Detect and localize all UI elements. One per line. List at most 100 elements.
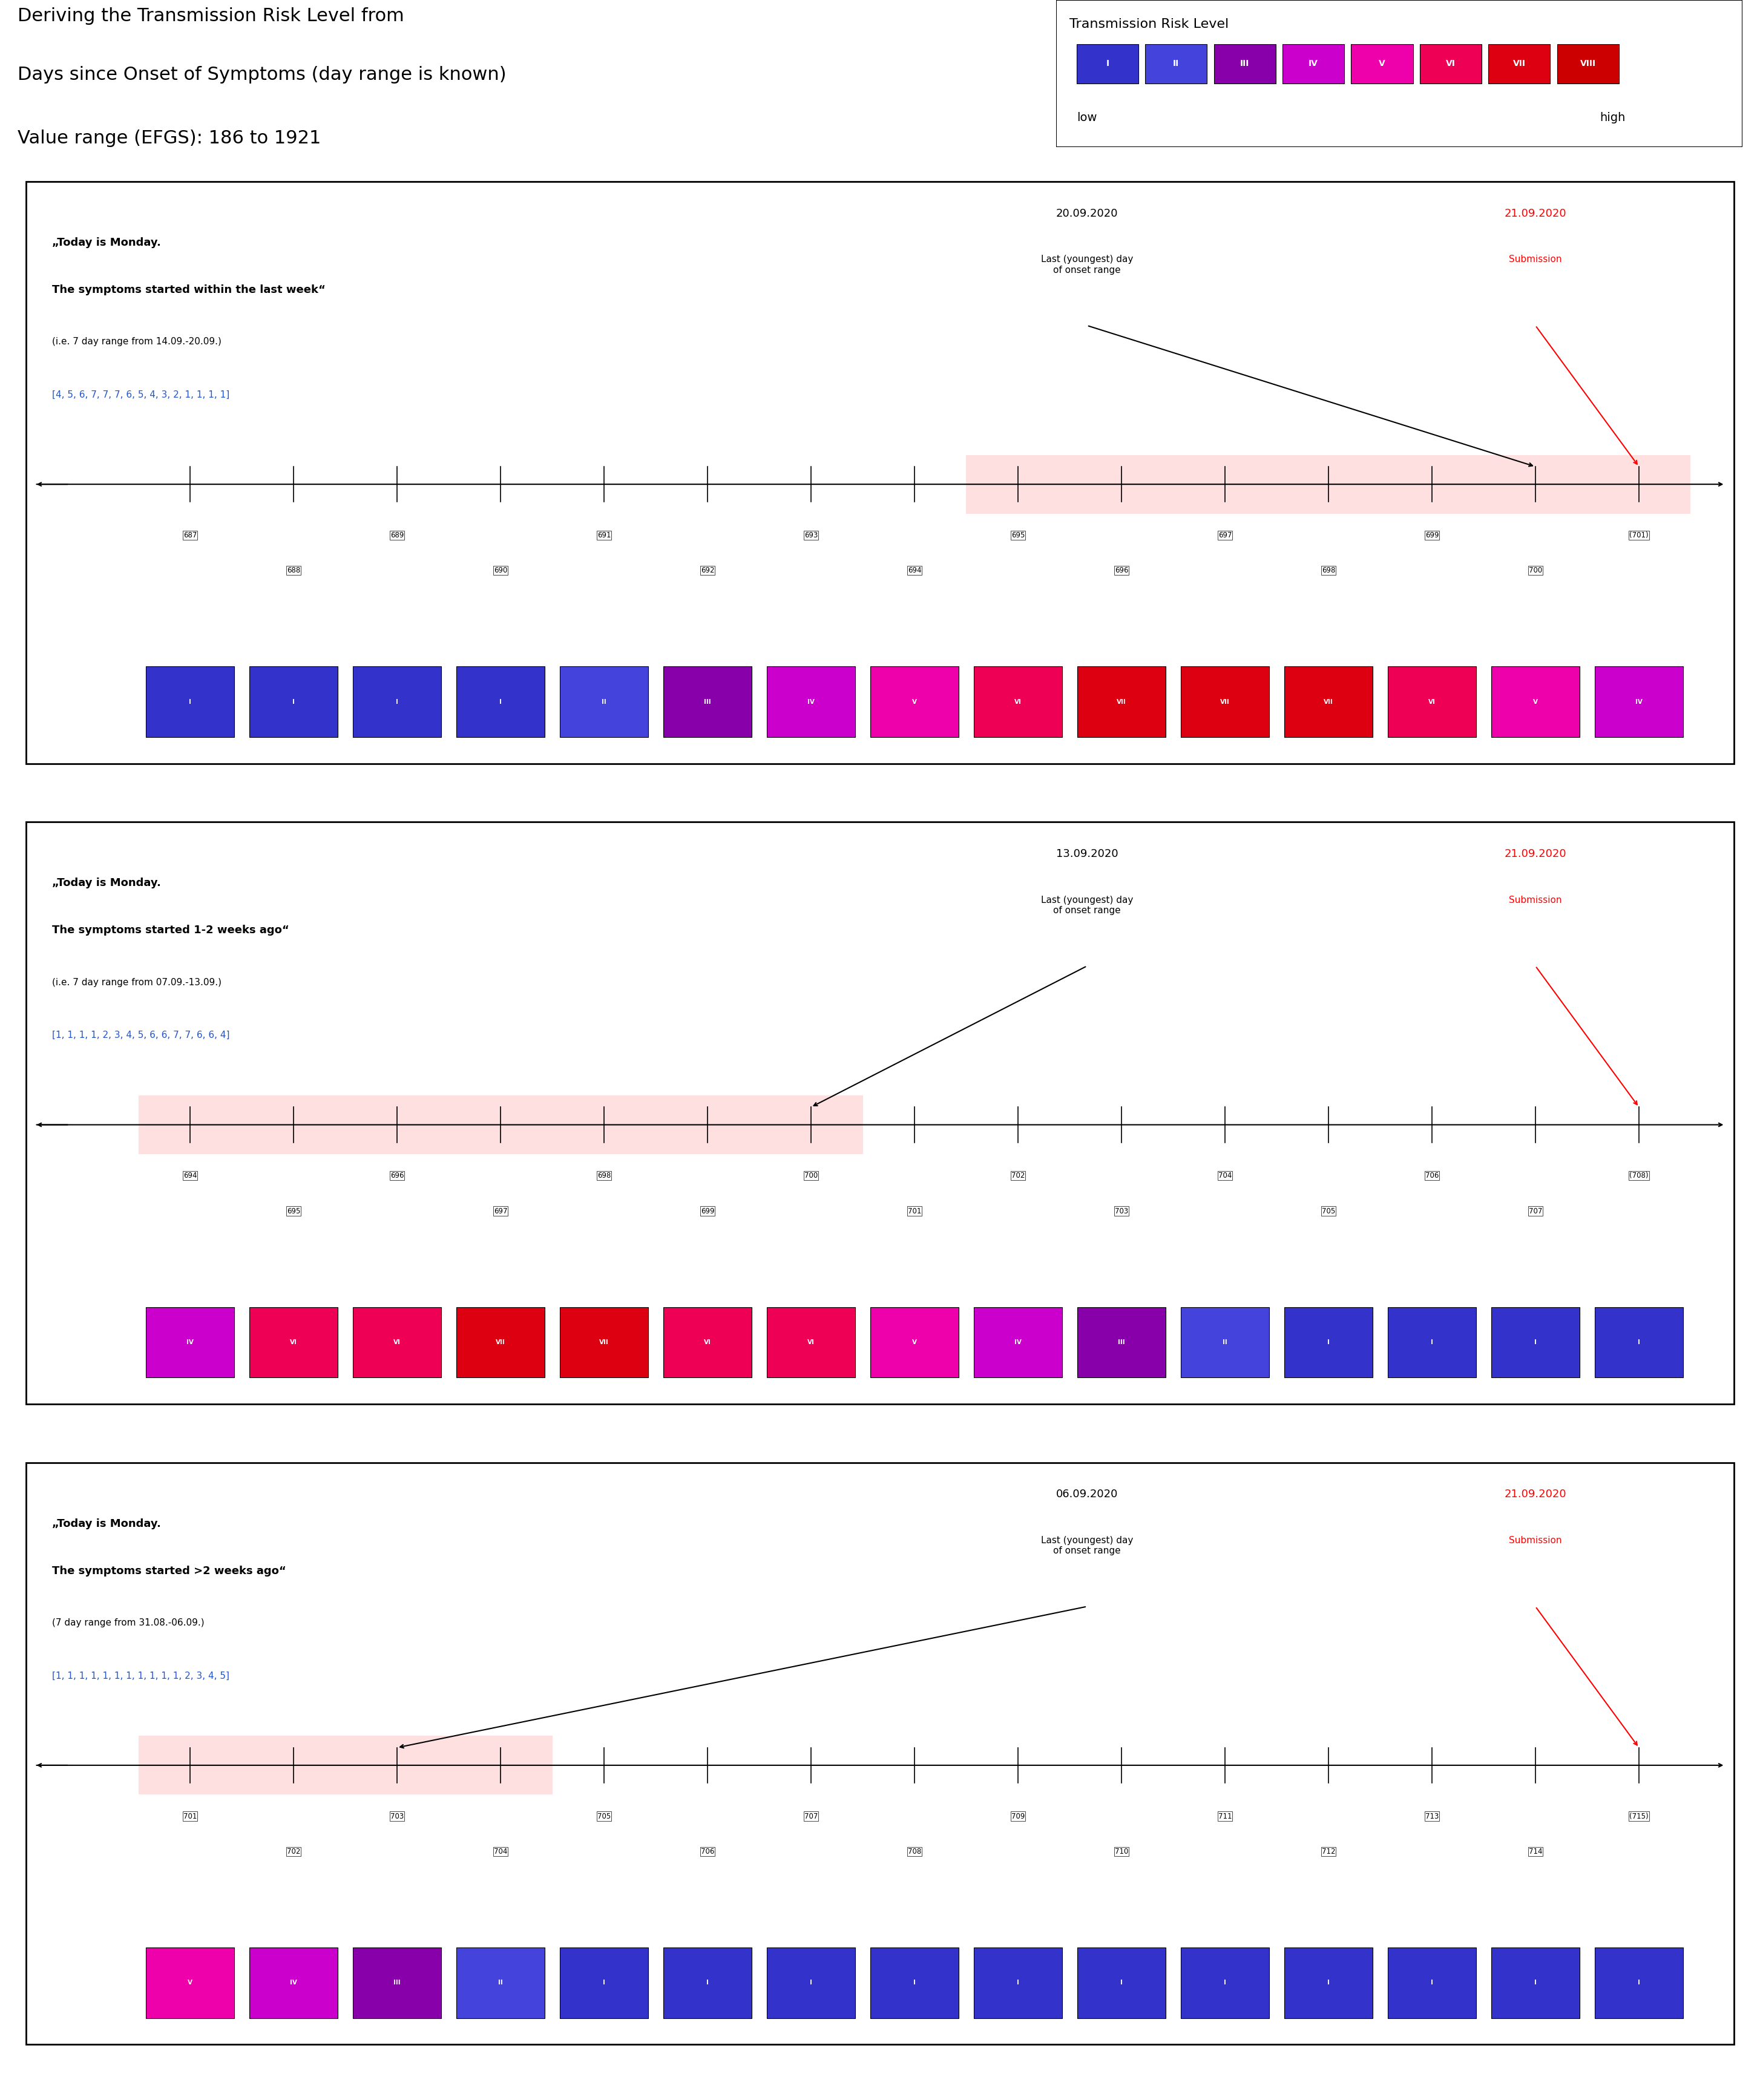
Text: III: III (1118, 1340, 1125, 1346)
FancyBboxPatch shape (664, 1947, 752, 2018)
FancyBboxPatch shape (1389, 1947, 1477, 2018)
Text: Submission: Submission (1508, 1535, 1561, 1546)
Text: „Today is Monday.: „Today is Monday. (53, 878, 160, 888)
FancyBboxPatch shape (973, 1947, 1061, 2018)
Text: VIII: VIII (1580, 59, 1596, 67)
FancyBboxPatch shape (664, 666, 752, 737)
Text: VI: VI (394, 1340, 401, 1346)
FancyBboxPatch shape (1595, 1947, 1683, 2018)
FancyBboxPatch shape (456, 1947, 544, 2018)
Text: 695: 695 (1012, 531, 1024, 540)
FancyBboxPatch shape (456, 666, 544, 737)
Text: 702: 702 (1012, 1172, 1024, 1180)
Text: VII: VII (496, 1340, 505, 1346)
Text: 694: 694 (183, 1172, 197, 1180)
FancyBboxPatch shape (1491, 1947, 1579, 2018)
FancyBboxPatch shape (1489, 44, 1551, 84)
Text: VI: VI (1014, 699, 1021, 706)
Text: 714: 714 (1529, 1848, 1542, 1856)
Bar (139, 1096, 862, 1155)
Text: 697: 697 (495, 1207, 507, 1216)
FancyBboxPatch shape (456, 1306, 544, 1378)
Text: 696: 696 (1114, 567, 1128, 575)
Text: (715): (715) (1630, 1812, 1649, 1821)
Text: I: I (810, 1980, 811, 1987)
Text: 696: 696 (391, 1172, 403, 1180)
Text: Value range (EFGS): 186 to 1921: Value range (EFGS): 186 to 1921 (18, 130, 320, 147)
Text: Transmission Risk Level: Transmission Risk Level (1070, 19, 1228, 31)
Text: 710: 710 (1114, 1848, 1128, 1856)
Text: IV: IV (290, 1980, 297, 1987)
Text: II: II (1223, 1340, 1227, 1346)
FancyBboxPatch shape (973, 1306, 1061, 1378)
Text: 704: 704 (1218, 1172, 1232, 1180)
Text: I: I (292, 699, 294, 706)
FancyBboxPatch shape (871, 1947, 959, 2018)
Text: 21.09.2020: 21.09.2020 (1505, 1489, 1566, 1499)
Text: 707: 707 (1529, 1207, 1542, 1216)
FancyBboxPatch shape (1285, 1947, 1373, 2018)
FancyBboxPatch shape (1558, 44, 1619, 84)
Text: Submission: Submission (1508, 254, 1561, 265)
FancyBboxPatch shape (1389, 666, 1477, 737)
Text: III: III (704, 699, 711, 706)
Text: I: I (188, 699, 192, 706)
Text: VI: VI (1429, 699, 1436, 706)
Text: VI: VI (290, 1340, 297, 1346)
Text: I: I (1121, 1980, 1123, 1987)
Text: (i.e. 7 day range from 07.09.-13.09.): (i.e. 7 day range from 07.09.-13.09.) (53, 979, 222, 987)
FancyBboxPatch shape (767, 666, 855, 737)
FancyBboxPatch shape (1491, 666, 1579, 737)
Text: 701: 701 (183, 1812, 197, 1821)
Text: 693: 693 (804, 531, 818, 540)
Text: 698: 698 (597, 1172, 611, 1180)
Text: 705: 705 (1322, 1207, 1336, 1216)
Text: [1, 1, 1, 1, 2, 3, 4, 5, 6, 6, 7, 7, 6, 6, 4]: [1, 1, 1, 1, 2, 3, 4, 5, 6, 6, 7, 7, 6, … (53, 1031, 231, 1040)
Text: I: I (1431, 1340, 1433, 1346)
FancyBboxPatch shape (1389, 1306, 1477, 1378)
Text: VI: VI (808, 1340, 815, 1346)
FancyBboxPatch shape (1595, 666, 1683, 737)
Text: (7 day range from 31.08.-06.09.): (7 day range from 31.08.-06.09.) (53, 1619, 204, 1628)
Text: low: low (1077, 111, 1096, 124)
Text: The symptoms started within the last week“: The symptoms started within the last wee… (53, 284, 326, 296)
Text: III: III (394, 1980, 401, 1987)
FancyBboxPatch shape (1283, 44, 1345, 84)
Text: „Today is Monday.: „Today is Monday. (53, 237, 160, 248)
FancyBboxPatch shape (250, 1947, 338, 2018)
Text: 21.09.2020: 21.09.2020 (1505, 208, 1566, 218)
Text: 21.09.2020: 21.09.2020 (1505, 848, 1566, 859)
Text: I: I (1639, 1980, 1640, 1987)
Text: (i.e. 7 day range from 14.09.-20.09.): (i.e. 7 day range from 14.09.-20.09.) (53, 338, 222, 346)
Text: IV: IV (808, 699, 815, 706)
Text: II: II (602, 699, 607, 706)
Text: II: II (1172, 59, 1179, 67)
FancyBboxPatch shape (146, 1306, 234, 1378)
Text: 698: 698 (1322, 567, 1336, 575)
FancyBboxPatch shape (250, 666, 338, 737)
FancyBboxPatch shape (1491, 1306, 1579, 1378)
FancyBboxPatch shape (871, 666, 959, 737)
Text: IV: IV (187, 1340, 194, 1346)
Text: VII: VII (1220, 699, 1230, 706)
Text: IV: IV (1309, 59, 1318, 67)
FancyBboxPatch shape (1077, 1306, 1165, 1378)
Text: I: I (1535, 1980, 1536, 1987)
Text: I: I (1105, 59, 1109, 67)
Text: 704: 704 (495, 1848, 507, 1856)
Text: 688: 688 (287, 567, 301, 575)
Text: I: I (1327, 1980, 1329, 1987)
Text: [1, 1, 1, 1, 1, 1, 1, 1, 1, 1, 1, 2, 3, 4, 5]: [1, 1, 1, 1, 1, 1, 1, 1, 1, 1, 1, 2, 3, … (53, 1672, 229, 1680)
FancyBboxPatch shape (1077, 1947, 1165, 2018)
Text: 690: 690 (495, 567, 507, 575)
Text: 691: 691 (597, 531, 611, 540)
FancyBboxPatch shape (354, 1947, 442, 2018)
Text: 06.09.2020: 06.09.2020 (1056, 1489, 1118, 1499)
Text: Last (youngest) day
of onset range: Last (youngest) day of onset range (1040, 895, 1133, 916)
Text: I: I (913, 1980, 915, 1987)
Text: Last (youngest) day
of onset range: Last (youngest) day of onset range (1040, 254, 1133, 275)
FancyBboxPatch shape (767, 1306, 855, 1378)
Text: V: V (1378, 59, 1385, 67)
Text: IV: IV (1014, 1340, 1021, 1346)
Text: V: V (912, 699, 917, 706)
